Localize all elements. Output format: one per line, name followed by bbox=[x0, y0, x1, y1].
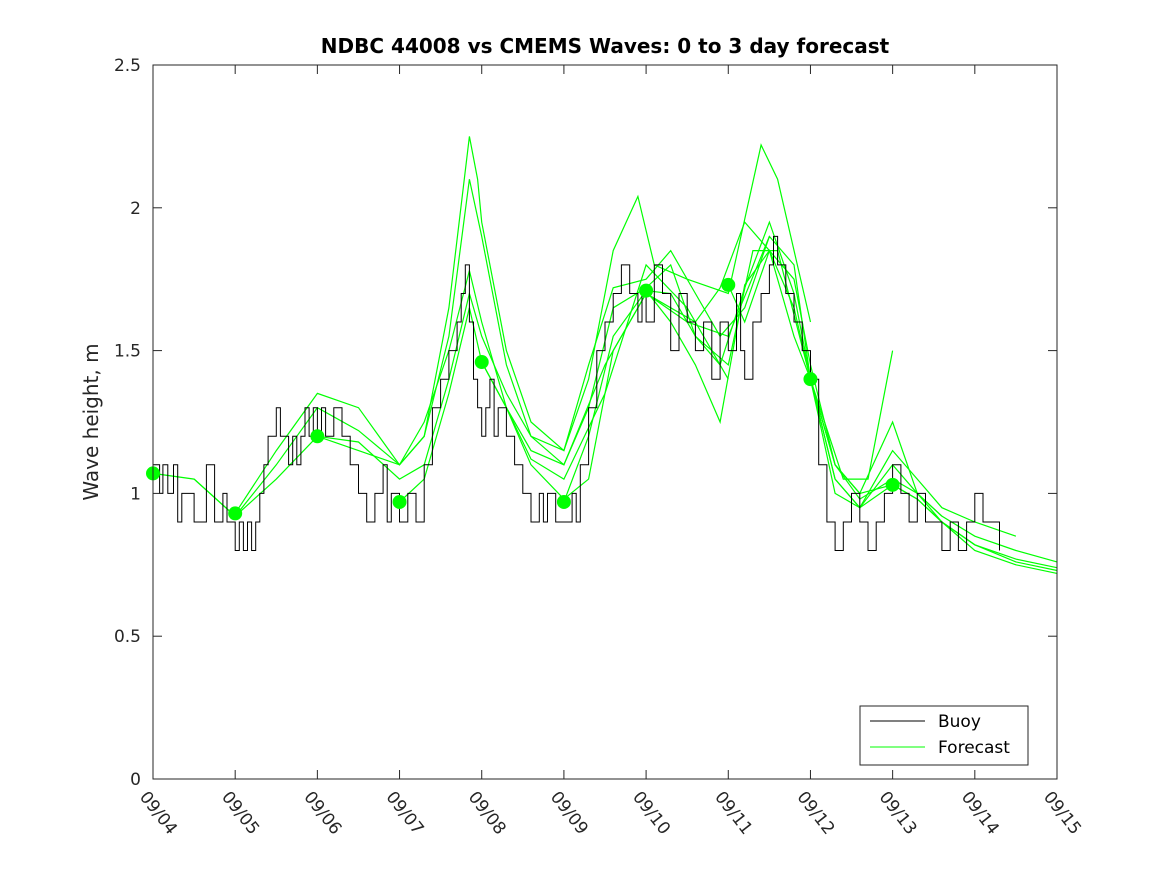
y-axis-label: Wave height, m bbox=[79, 343, 103, 500]
forecast-start-marker bbox=[474, 355, 489, 370]
legend: Buoy Forecast bbox=[859, 705, 1029, 766]
forecast-line-6 bbox=[481, 220, 1017, 537]
y-tick-label: 2 bbox=[130, 199, 141, 219]
forecast-line-3 bbox=[234, 136, 812, 514]
y-tick-label: 1 bbox=[130, 484, 141, 504]
plot-area bbox=[153, 65, 1057, 779]
y-tick-label: 2.5 bbox=[114, 56, 141, 76]
forecast-line-2 bbox=[193, 179, 770, 518]
legend-forecast-label: Forecast bbox=[938, 738, 1010, 758]
forecast-start-marker bbox=[803, 372, 818, 387]
forecast-start-marker bbox=[228, 506, 243, 521]
forecast-start-marker bbox=[310, 429, 325, 444]
forecast-start-marker bbox=[721, 277, 736, 292]
legend-buoy-label: Buoy bbox=[938, 712, 981, 732]
axes-box bbox=[152, 64, 1058, 780]
forecast-start-marker bbox=[885, 477, 900, 492]
forecast-line-1 bbox=[152, 263, 729, 518]
marker-layer bbox=[146, 277, 900, 521]
series-layer bbox=[152, 136, 1058, 574]
legend-box bbox=[859, 705, 1029, 766]
chart-title: NDBC 44008 vs CMEMS Waves: 0 to 3 day fo… bbox=[321, 34, 890, 58]
y-tick-label: 1.5 bbox=[114, 342, 141, 362]
y-tick-label: 0 bbox=[130, 770, 141, 790]
forecast-start-marker bbox=[556, 494, 571, 509]
buoy-line bbox=[153, 235, 1000, 551]
forecast-start-marker bbox=[639, 283, 654, 298]
y-tick-label: 0.5 bbox=[114, 627, 141, 647]
forecast-start-marker bbox=[392, 494, 407, 509]
